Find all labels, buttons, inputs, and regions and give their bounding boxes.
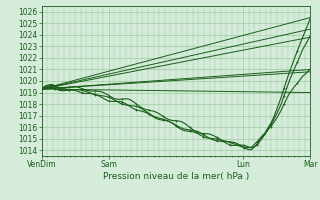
X-axis label: Pression niveau de la mer( hPa ): Pression niveau de la mer( hPa ) [103,172,249,181]
